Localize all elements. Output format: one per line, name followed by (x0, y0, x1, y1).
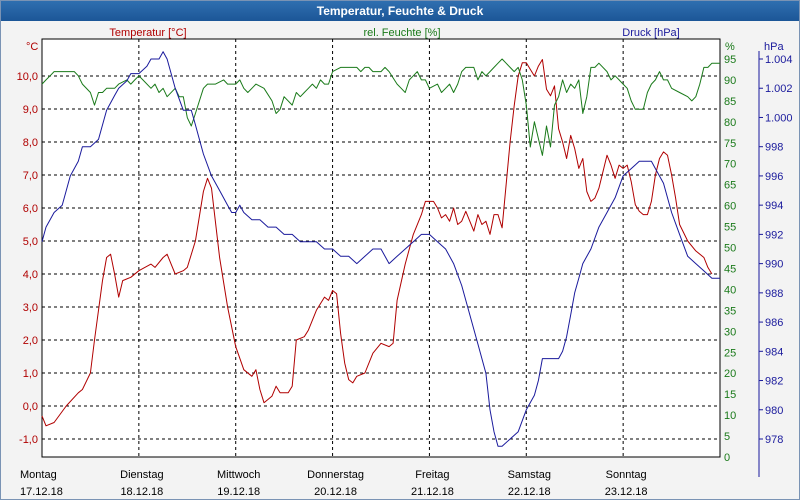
pressure-tick-label: 988 (765, 288, 783, 300)
day-date-label: 21.12.18 (411, 486, 454, 498)
humidity-unit-label: % (725, 41, 735, 53)
temperature-axis: -1,0 0,0 1,0 2,0 3,0 4,0 5,0 6,0 7,0 8,0 9,0 10,0 (17, 71, 38, 446)
day-name-label: Dienstag (120, 469, 163, 481)
humidity-tick-label: 25 (724, 347, 736, 359)
day-date-label: 20.12.18 (314, 486, 357, 498)
legend-humidity: rel. Feuchte [%] (363, 27, 440, 39)
temperature-tick-label: 0,0 (23, 401, 38, 413)
humidity-tick-label: 80 (724, 117, 736, 129)
humidity-axis: 0 5 10 15 20 25 30 35 40 45 50 55 60 65 70 75 80 85 90 95 (724, 54, 736, 464)
legend-pressure: Druck [hPa] (622, 27, 679, 39)
series-line-humidity (41, 58, 720, 156)
humidity-tick-label: 60 (724, 201, 736, 213)
humidity-tick-label: 65 (724, 180, 736, 192)
temperature-tick-label: 10,0 (17, 71, 38, 83)
day-name-label: Montag (20, 469, 57, 481)
day-date-label: 17.12.18 (20, 486, 63, 498)
pressure-tick-label: 1.000 (765, 112, 793, 124)
day-labels: Montag 17.12.18 Dienstag 18.12.18 Mittwoch 19… (20, 469, 648, 498)
series-lines (41, 51, 720, 447)
pressure-tick-label: 992 (765, 229, 783, 241)
day-name-label: Mittwoch (217, 469, 260, 481)
pressure-tick-label: 994 (765, 200, 783, 212)
temperature-tick-label: 5,0 (23, 236, 38, 248)
humidity-tick-label: 75 (724, 138, 736, 150)
pressure-tick-label: 984 (765, 346, 783, 358)
humidity-tick-label: 0 (724, 452, 730, 464)
series-line-pressure (41, 51, 720, 447)
pressure-tick-label: 982 (765, 376, 783, 388)
temperature-tick-label: 1,0 (23, 368, 38, 380)
humidity-tick-label: 85 (724, 96, 736, 108)
grid (42, 39, 720, 457)
pressure-unit-label: hPa (764, 41, 784, 53)
humidity-tick-label: 95 (724, 54, 736, 66)
humidity-tick-label: 50 (724, 243, 736, 255)
pressure-tick-label: 1.002 (765, 83, 793, 95)
plot-frame (41, 38, 721, 458)
humidity-tick-label: 15 (724, 389, 736, 401)
pressure-tick-label: 980 (765, 405, 783, 417)
series-line-temperature (41, 59, 713, 427)
humidity-tick-label: 5 (724, 431, 730, 443)
humidity-tick-label: 40 (724, 284, 736, 296)
day-name-label: Donnerstag (307, 469, 364, 481)
pressure-tick-label: 986 (765, 317, 783, 329)
temperature-tick-label: 4,0 (23, 269, 38, 281)
humidity-tick-label: 90 (724, 75, 736, 87)
pressure-axis: 978 980 982 984 986 988 990 992 994 996 998 1.000 1.… (758, 51, 793, 477)
humidity-tick-label: 10 (724, 410, 736, 422)
temperature-tick-label: 6,0 (23, 203, 38, 215)
weather-chart: °C Temperatur [°C] rel. Feuchte [%] Druc… (17, 27, 793, 498)
day-name-label: Freitag (415, 469, 449, 481)
humidity-tick-label: 30 (724, 326, 736, 338)
pressure-tick-label: 990 (765, 259, 783, 271)
temperature-tick-label: 7,0 (23, 170, 38, 182)
humidity-tick-label: 70 (724, 159, 736, 171)
day-date-label: 19.12.18 (217, 486, 260, 498)
temperature-tick-label: 8,0 (23, 137, 38, 149)
day-date-label: 18.12.18 (120, 486, 163, 498)
day-date-label: 22.12.18 (508, 486, 551, 498)
day-name-label: Sonntag (606, 469, 647, 481)
day-date-label: 23.12.18 (605, 486, 648, 498)
humidity-tick-label: 45 (724, 263, 736, 275)
humidity-tick-label: 35 (724, 305, 736, 317)
temperature-tick-label: 9,0 (23, 104, 38, 116)
temperature-tick-label: 3,0 (23, 302, 38, 314)
day-name-label: Samstag (508, 469, 551, 481)
window-title: Temperatur, Feuchte & Druck (1, 1, 799, 21)
temperature-unit-label: °C (26, 41, 38, 53)
plot-area (42, 39, 720, 457)
legend-temperature: Temperatur [°C] (109, 27, 186, 39)
pressure-tick-label: 1.004 (765, 54, 793, 66)
temperature-tick-label: 2,0 (23, 335, 38, 347)
pressure-tick-label: 978 (765, 434, 783, 446)
pressure-tick-label: 996 (765, 171, 783, 183)
humidity-tick-label: 20 (724, 368, 736, 380)
temperature-tick-label: -1,0 (19, 434, 38, 446)
humidity-tick-label: 55 (724, 222, 736, 234)
pressure-tick-label: 998 (765, 142, 783, 154)
